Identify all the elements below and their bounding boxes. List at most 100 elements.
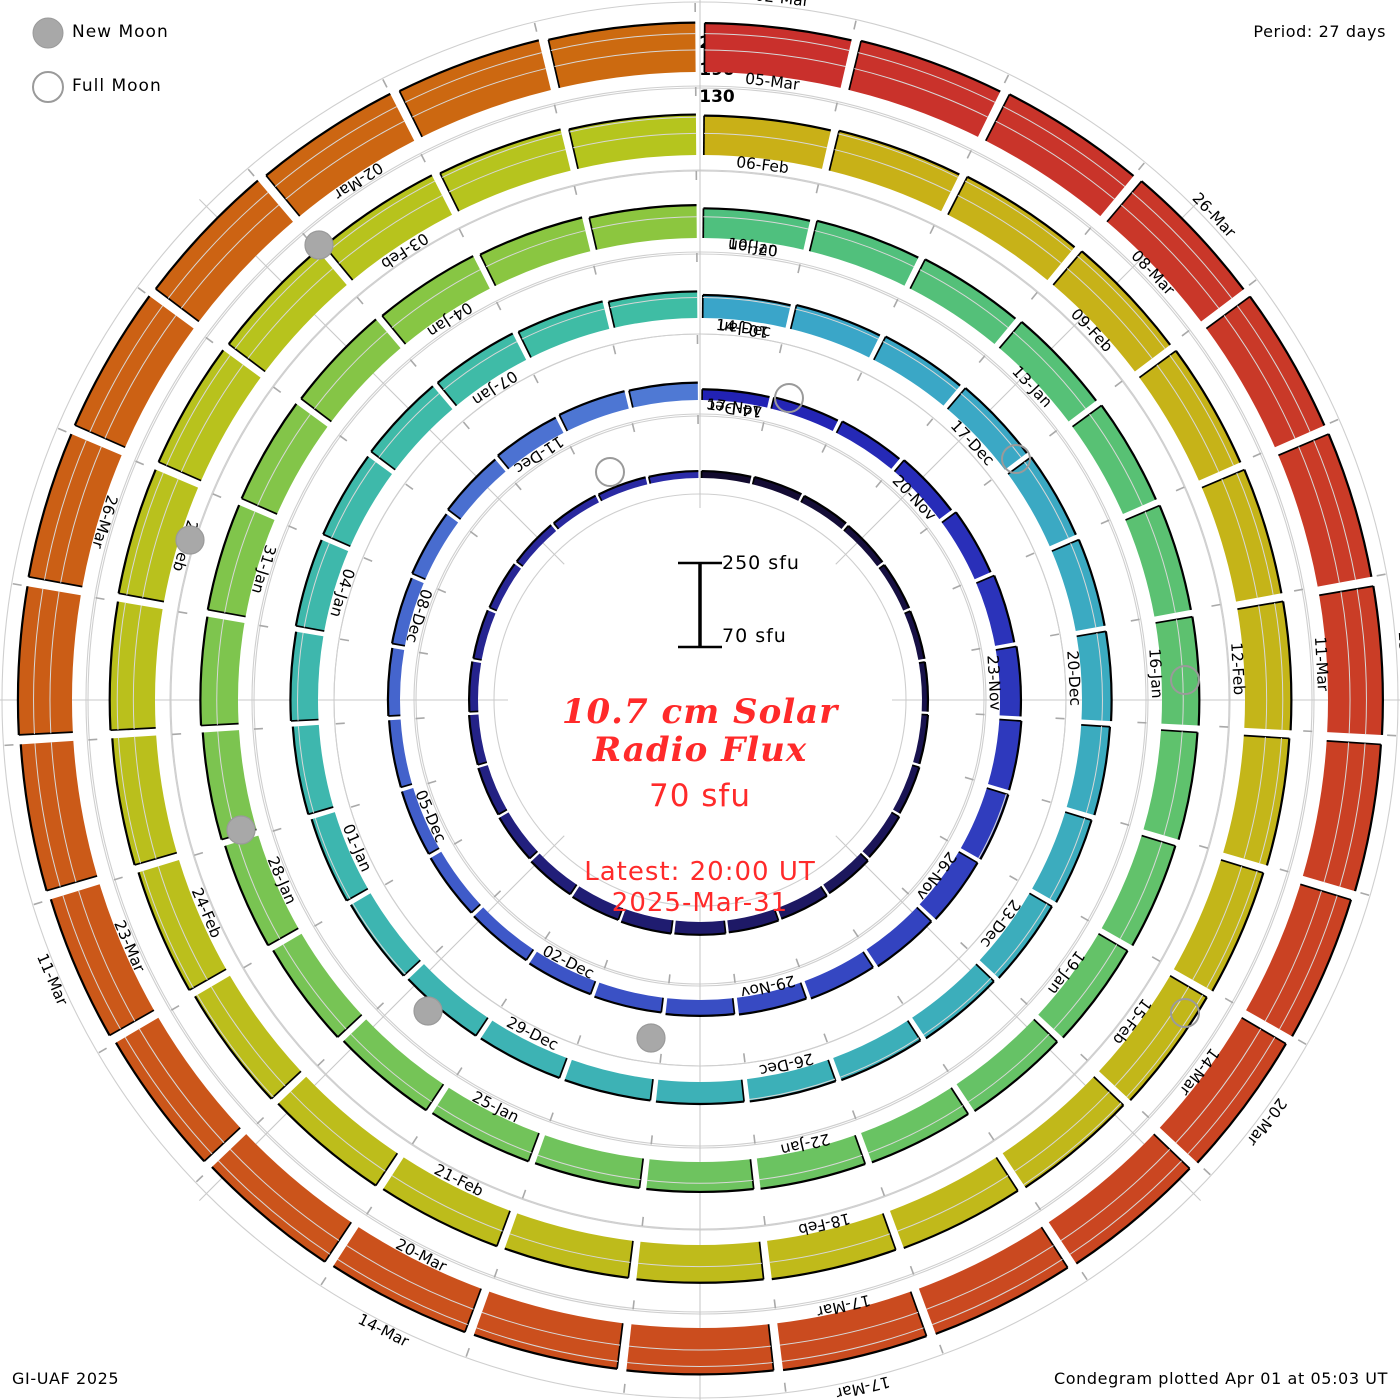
day-step-edge — [489, 606, 498, 612]
day-step-edge — [1160, 729, 1198, 734]
day-step-edge — [893, 459, 905, 473]
flux-gridline — [1066, 268, 1153, 359]
flux-gridline — [868, 1105, 963, 1154]
day-cap-line — [979, 794, 1010, 860]
ring-day-cell — [311, 812, 368, 901]
ring-day-cell — [387, 647, 405, 716]
flux-gridline — [157, 866, 208, 981]
full-moon-marker — [1001, 444, 1031, 474]
day-cap-line — [838, 129, 960, 176]
flux-gridline — [210, 986, 286, 1087]
day-cap-line — [701, 469, 752, 478]
day-step-edge — [381, 315, 407, 345]
day-cap-line — [1100, 404, 1157, 500]
flux-gridline — [964, 180, 1072, 252]
day-tick — [1181, 329, 1190, 337]
ring-day-cell — [985, 94, 1134, 217]
day-cap-line — [199, 616, 209, 726]
day-cap-line — [349, 904, 405, 977]
ring-day-cell — [1066, 724, 1110, 816]
flux-gridline — [994, 903, 1048, 975]
flux-gridline — [703, 216, 809, 230]
day-step-edge — [589, 980, 597, 995]
day-cap-line — [935, 1266, 1069, 1335]
day-cap-line — [655, 1100, 745, 1106]
day-cap-line — [598, 476, 646, 496]
day-tick — [875, 479, 883, 488]
day-step-edge — [827, 1059, 837, 1082]
flux-gridline — [960, 393, 1022, 458]
day-step-edge — [941, 511, 957, 524]
center-title-line-2: Radio Flux — [592, 730, 808, 770]
flux-gridline — [1313, 440, 1356, 580]
ring-day-cell — [594, 982, 664, 1013]
ring-day-cell — [598, 477, 648, 501]
day-tick — [1114, 380, 1123, 388]
day-cap-line — [973, 1040, 1058, 1113]
ring-day-cell — [1143, 730, 1198, 840]
flux-gridline — [1156, 364, 1220, 473]
moon-legend: New Moon Full Moon — [28, 12, 238, 122]
flux-gridline — [62, 895, 121, 1030]
ring-day-cell — [437, 333, 527, 406]
day-tick — [178, 610, 188, 615]
credit-label: GI-UAF 2025 — [12, 1369, 120, 1388]
day-step-edge — [241, 497, 278, 515]
flux-gridline — [1221, 479, 1258, 598]
full-moon-icon — [32, 71, 64, 103]
day-tick — [783, 1382, 787, 1392]
ring-day-cell — [499, 812, 538, 859]
flux-gridline — [1069, 1160, 1182, 1255]
ring-day-cell — [109, 601, 163, 731]
flux-gridline — [749, 1078, 836, 1100]
ring-day-cell — [777, 886, 827, 919]
day-tick — [834, 102, 838, 112]
flux-gridline — [34, 743, 61, 887]
day-tick — [760, 422, 765, 432]
ring-day-cell — [889, 1157, 1018, 1248]
day-tick — [418, 651, 428, 655]
day-cap-line — [517, 300, 603, 334]
day-step-edge — [627, 1240, 634, 1278]
day-tick — [952, 584, 962, 590]
day-step-edge — [799, 982, 808, 999]
ring-day-cell — [621, 909, 673, 934]
day-cap-line — [431, 1112, 529, 1163]
ring-day-cell — [480, 1020, 567, 1078]
flux-gridline — [1340, 591, 1351, 734]
ring-day-cell — [324, 175, 453, 281]
day-step-edge — [398, 90, 423, 138]
day-cap-line — [816, 219, 919, 259]
day-cap-line — [1030, 456, 1077, 536]
day-step-edge — [916, 906, 932, 922]
day-cap-line — [773, 396, 839, 422]
flux-gridline — [138, 1028, 225, 1144]
day-tick — [427, 780, 437, 785]
day-step-edge — [479, 254, 497, 287]
ring-day-cell — [401, 788, 440, 855]
day-step-edge — [1052, 250, 1083, 286]
day-tick-marks — [4, 3, 1397, 1393]
flux-gridline — [932, 1258, 1063, 1326]
day-step-edge — [773, 908, 780, 921]
day-cap-line — [388, 720, 402, 788]
day-step-edge — [436, 382, 458, 407]
ring-day-cell — [704, 23, 852, 88]
day-cap-line — [322, 455, 370, 535]
day-tick — [57, 427, 67, 433]
new-moon-icon — [32, 17, 64, 49]
day-cap-line — [760, 1162, 866, 1190]
ring-day-cell — [278, 1076, 398, 1186]
flux-gridline — [449, 149, 566, 193]
day-tick — [573, 185, 578, 196]
day-step-edge — [740, 1079, 745, 1102]
day-step-edge — [1064, 811, 1092, 822]
ring-day-cell — [1155, 616, 1200, 726]
ring-date-label: 23-Mar — [1395, 631, 1400, 687]
day-tick — [435, 945, 444, 953]
day-step-edge — [470, 903, 481, 914]
flux-gridline — [1012, 331, 1086, 410]
flux-gridline — [1264, 890, 1322, 1022]
day-tick — [533, 22, 538, 32]
day-tick — [1030, 291, 1038, 300]
